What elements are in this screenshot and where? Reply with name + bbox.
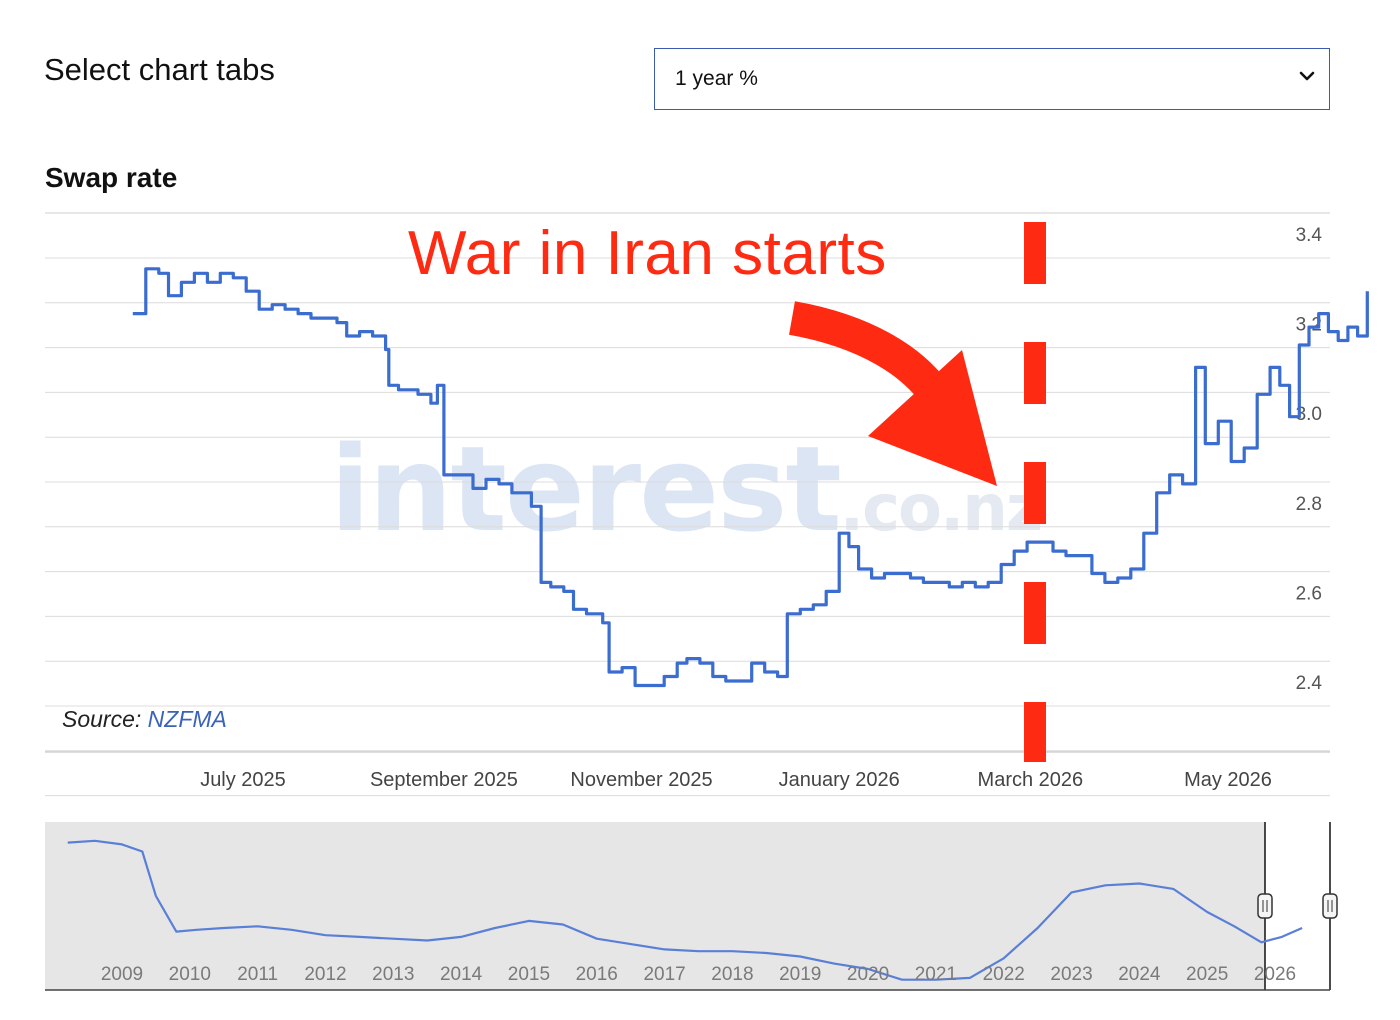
chevron-down-icon [1299,71,1315,81]
watermark-logo: interest.co.nz [330,420,1043,558]
navigator-year-label: 2021 [915,964,957,985]
y-tick-label: 3.0 [1296,404,1322,425]
x-tick-label: September 2025 [370,769,518,791]
source-note: Source: NZFMA [62,706,227,733]
x-tick-label: May 2026 [1184,769,1272,791]
y-tick-label: 3.4 [1296,225,1323,246]
y-tick-label: 2.4 [1296,673,1323,694]
navigator-background [45,822,1330,990]
handle-grip-icon [1257,893,1273,919]
navigator-right-handle[interactable] [1322,893,1338,919]
handle-grip-icon [1322,893,1338,919]
swap-rate-chart: 3.4 3.2 3.0 2.8 2.6 2.4 July 2025 September 202… [45,212,1369,797]
chart-tab-select-value: 1 year % [675,67,758,90]
navigator-year-label: 2009 [101,964,143,985]
swap-rate-series-line [132,267,1369,688]
navigator-selected-window [1265,822,1330,990]
navigator-year-label: 2010 [169,964,211,985]
navigator-year-label: 2016 [576,964,618,985]
y-tick-label: 3.2 [1296,315,1322,336]
navigator-year-label: 2014 [440,964,483,985]
x-tick-label: November 2025 [570,769,712,791]
chart-tabs-heading: Select chart tabs [44,52,275,87]
navigator-year-label: 2025 [1186,964,1228,985]
navigator-year-label: 2022 [983,964,1025,985]
navigator-year-label: 2011 [237,964,278,985]
navigator-year-label: 2024 [1118,964,1161,985]
x-tick-label: March 2026 [978,769,1084,791]
navigator-year-label: 2020 [847,964,889,985]
source-label: Source: [62,706,142,732]
navigator-left-handle[interactable] [1257,893,1273,919]
navigator-year-label: 2013 [372,964,414,985]
chart-title: Swap rate [45,162,178,193]
x-tick-label: July 2025 [200,769,286,791]
y-tick-label: 2.6 [1296,583,1322,604]
navigator-year-label: 2017 [643,964,685,985]
navigator-year-label: 2026 [1254,964,1296,985]
source-link[interactable]: NZFMA [147,706,227,732]
navigator-year-label: 2023 [1050,964,1092,985]
navigator-year-label: 2018 [711,964,753,985]
watermark-main: interest [330,420,842,558]
y-tick-label: 2.8 [1296,494,1322,515]
navigator-series-line [67,839,1303,981]
navigator-year-label: 2012 [304,964,346,985]
x-tick-label: January 2026 [779,769,900,791]
arrow-head-icon [868,350,997,486]
war-annotation-label: War in Iran starts [408,219,887,288]
chart-tab-select[interactable]: 1 year % [654,48,1330,110]
watermark-suffix: .co.nz [839,472,1043,546]
navigator-year-label: 2019 [779,964,821,985]
navigator-year-label: 2015 [508,964,550,985]
